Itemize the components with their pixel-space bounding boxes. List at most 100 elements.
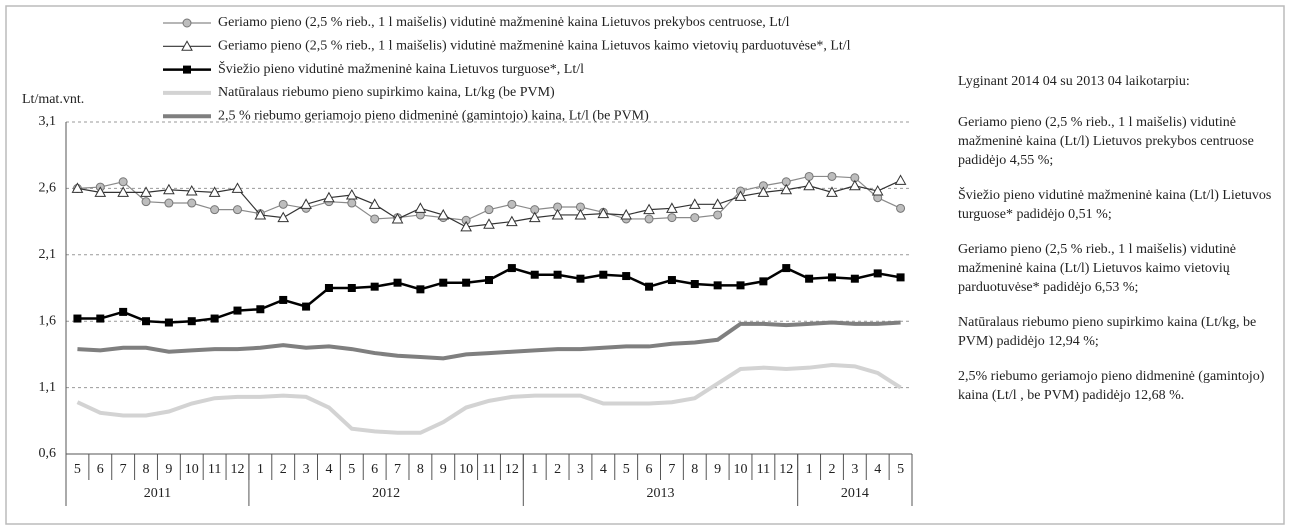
point <box>277 211 290 223</box>
x-tick-label: 6 <box>646 462 653 477</box>
point <box>347 198 357 208</box>
point <box>667 276 676 285</box>
point <box>667 213 677 223</box>
x-tick-label: 7 <box>120 462 127 477</box>
point <box>323 191 335 203</box>
point <box>805 274 814 283</box>
point <box>622 272 631 281</box>
frame <box>5 5 1285 525</box>
legend-label: 2,5 % riebumo geriamojo pieno didmeninė … <box>218 108 649 123</box>
point <box>848 179 861 191</box>
point <box>597 207 610 219</box>
x-tick-label: 8 <box>417 462 424 477</box>
point <box>528 211 541 223</box>
y-tick-label: 1,1 <box>39 380 57 395</box>
point <box>163 183 175 195</box>
point <box>873 269 882 278</box>
x-tick-label: 7 <box>668 462 675 477</box>
point <box>164 198 174 208</box>
x-tick-label: 3 <box>577 462 584 477</box>
point <box>782 264 791 273</box>
x-tick-label: 6 <box>97 462 104 477</box>
series-line <box>77 320 901 361</box>
x-tick-label: 8 <box>143 462 150 477</box>
point <box>827 171 837 181</box>
x-tick-label: 12 <box>779 462 793 477</box>
x-tick-label: 3 <box>303 462 310 477</box>
x-tick-label: 8 <box>691 462 698 477</box>
point <box>278 199 288 209</box>
point <box>391 212 404 224</box>
point <box>780 183 793 195</box>
point <box>803 179 815 191</box>
side-paragraph: Geriamo pieno (2,5 % rieb., 1 l maišelis… <box>958 115 1254 168</box>
point <box>141 197 151 207</box>
y-tick-label: 3,1 <box>39 114 57 129</box>
point <box>462 278 471 287</box>
series-line <box>76 363 902 435</box>
x-tick-label: 5 <box>897 462 904 477</box>
year-label: 2014 <box>841 486 869 501</box>
point <box>210 205 220 215</box>
point <box>713 281 722 290</box>
point <box>437 208 450 220</box>
point <box>483 218 495 229</box>
point <box>210 314 219 323</box>
y-tick-label: 2,1 <box>39 247 57 262</box>
point <box>347 284 356 292</box>
legend-label: Geriamo pieno (2,5 % rieb., 1 l maišelis… <box>218 15 790 30</box>
point <box>690 213 700 223</box>
legend-marker <box>181 40 193 51</box>
point <box>71 182 84 193</box>
point <box>507 199 517 209</box>
x-tick-label: 5 <box>348 462 355 477</box>
x-tick-label: 2 <box>828 462 835 477</box>
point <box>370 214 380 224</box>
point <box>256 305 265 314</box>
point <box>506 215 518 227</box>
point <box>736 281 745 290</box>
point <box>553 270 562 279</box>
x-tick-label: 1 <box>806 462 813 477</box>
point <box>894 174 907 185</box>
point <box>485 276 493 285</box>
point <box>393 278 402 287</box>
point <box>414 202 427 213</box>
legend-marker <box>182 18 192 28</box>
point <box>713 210 723 220</box>
point <box>507 264 516 273</box>
x-tick-label: 11 <box>208 462 221 477</box>
point <box>576 274 585 283</box>
point <box>484 205 494 215</box>
point <box>850 274 859 283</box>
point <box>370 282 379 291</box>
point <box>416 285 425 294</box>
point <box>896 203 906 213</box>
legend-label: Natūralaus riebumo pieno supirkimo kaina… <box>218 85 555 100</box>
point <box>757 186 770 197</box>
point <box>871 185 884 196</box>
x-tick-label: 1 <box>531 462 538 477</box>
y-tick-label: 0,6 <box>39 446 57 461</box>
point <box>645 282 654 291</box>
x-tick-label: 12 <box>230 462 244 477</box>
x-tick-label: 10 <box>459 462 473 477</box>
point <box>232 205 242 215</box>
point <box>599 270 608 279</box>
point <box>302 302 311 311</box>
point <box>439 278 448 287</box>
x-tick-label: 11 <box>482 462 495 477</box>
point <box>734 190 747 201</box>
point <box>187 198 197 208</box>
x-tick-label: 1 <box>257 462 264 477</box>
point <box>118 177 128 187</box>
point <box>94 186 107 197</box>
point <box>368 198 381 209</box>
point <box>345 189 358 200</box>
x-tick-label: 3 <box>851 462 858 477</box>
legend-label: Šviežio pieno vidutinė mažmeninė kaina L… <box>218 60 584 77</box>
x-tick-label: 4 <box>874 462 881 477</box>
point <box>530 270 539 279</box>
